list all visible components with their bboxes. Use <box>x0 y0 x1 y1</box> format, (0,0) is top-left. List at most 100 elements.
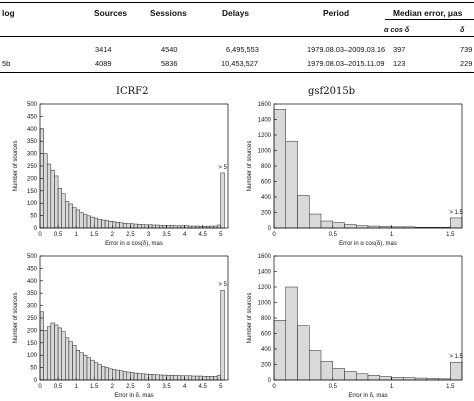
y-tick-label: 350 <box>27 139 38 145</box>
histogram-bar <box>43 330 48 381</box>
x-tick-label: 3.5 <box>162 384 171 390</box>
panel-title-gsf2015b: gsf2015b <box>308 86 356 97</box>
histogram-bar <box>130 372 135 381</box>
histogram-bar <box>115 222 120 229</box>
histogram-bar <box>209 376 214 381</box>
x-tick-label: 3.5 <box>162 232 171 238</box>
histogram-bar <box>191 375 196 381</box>
histogram-bar <box>144 224 149 229</box>
histogram-bar <box>83 354 88 381</box>
x-tick-label: 0 <box>272 232 276 238</box>
x-tick-label: 1.5 <box>446 232 455 238</box>
y-tick-label: 300 <box>27 152 38 158</box>
histogram-bar <box>79 352 84 381</box>
x-axis-label: Error in α cos(δ), mas <box>339 241 397 247</box>
histogram-icrf2-dec: > 5 0 50 100 150 200 250 300 350 400 450 500 0 0.5 1 1.… <box>13 254 229 399</box>
histogram-bar <box>140 224 146 229</box>
histogram-bar <box>216 224 222 229</box>
histogram-bar <box>206 376 211 381</box>
overflow-bar <box>220 289 225 381</box>
y-tick-label: 500 <box>27 102 38 108</box>
x-tick-label: 5 <box>219 384 223 390</box>
histogram-bar <box>43 153 48 229</box>
row-catalog: 5b <box>2 59 11 68</box>
header-period: Period <box>323 8 350 18</box>
panel-title-icrf2: ICRF2 <box>116 86 149 97</box>
histogram-bar <box>122 223 128 229</box>
histogram-bar <box>79 212 84 229</box>
table-bottom-rule <box>0 72 474 73</box>
y-tick-label: 400 <box>261 195 272 201</box>
y-tick-label: 1200 <box>258 133 272 139</box>
y-tick-label: 0 <box>268 378 272 384</box>
x-tick-label: 2 <box>111 384 115 390</box>
histogram-bar <box>297 325 310 381</box>
y-axis-label: Number of sources <box>13 141 19 192</box>
histogram-bar <box>332 222 345 229</box>
row-median-ra: 123 <box>393 59 406 68</box>
histogram-bar <box>50 322 55 381</box>
row-median-dec: 229 <box>460 59 473 68</box>
table-mid-rule <box>0 36 474 37</box>
histogram-bar <box>61 193 66 229</box>
row-sessions: 4540 <box>161 45 178 54</box>
histogram-bar <box>93 362 99 381</box>
y-tick-label: 450 <box>27 114 38 120</box>
histogram-bar <box>198 375 203 381</box>
y-tick-label: 1200 <box>258 285 272 291</box>
histogram-bar <box>187 375 193 381</box>
histogram-bar <box>137 224 142 229</box>
header-catalog: log <box>2 8 15 18</box>
table-top-rule <box>0 2 474 3</box>
histogram-bar <box>320 220 333 229</box>
histogram-bar <box>169 225 175 229</box>
histogram-gsf2015b-dec: > 1.5 0 200 400 600 800 1000 1200 1400 1600 0 0.5 1 1… <box>247 254 464 399</box>
y-tick-label: 200 <box>261 211 272 217</box>
histogram-bar <box>166 375 171 381</box>
histogram-bar <box>119 222 124 229</box>
histogram-bar <box>133 372 138 381</box>
subheader-ra: α cos δ <box>384 25 410 34</box>
x-tick-label: 4.5 <box>199 384 208 390</box>
overflow-annotation: > 5 <box>218 282 227 288</box>
y-tick-label: 1000 <box>258 301 272 307</box>
histogram-bar <box>72 207 77 229</box>
x-tick-label: 1 <box>74 384 78 390</box>
x-tick-label: 2.5 <box>126 232 135 238</box>
histogram-bar <box>159 225 164 229</box>
x-tick-label: 0.5 <box>329 384 338 390</box>
histogram-bar <box>97 364 102 381</box>
y-tick-label: 400 <box>27 279 38 285</box>
y-tick-label: 1000 <box>258 149 272 155</box>
histogram-bar <box>162 225 167 229</box>
y-tick-label: 200 <box>261 363 272 369</box>
histogram-bar <box>57 188 62 229</box>
histogram-bar <box>137 373 142 381</box>
histogram-bar <box>344 224 357 229</box>
overflow-annotation: > 5 <box>218 165 227 171</box>
histogram-bar <box>122 371 128 381</box>
histogram-bar <box>54 175 59 229</box>
histogram-bar <box>273 320 286 381</box>
y-tick-label: 800 <box>261 316 272 322</box>
row-sources: 3414 <box>95 45 112 54</box>
histogram-bar <box>115 369 120 381</box>
y-tick-label: 600 <box>261 332 272 338</box>
y-tick-label: 250 <box>27 316 38 322</box>
x-tick-label: 1.5 <box>446 384 455 390</box>
subheader-dec: δ <box>460 25 465 34</box>
histogram-bar <box>159 374 164 381</box>
histogram-bar <box>177 375 182 381</box>
histogram-bar <box>50 169 55 229</box>
histogram-bar <box>148 374 153 381</box>
histogram-bar <box>65 337 70 381</box>
y-tick-label: 0 <box>268 226 272 232</box>
histogram-bar <box>126 371 131 381</box>
histogram-bar <box>39 311 44 381</box>
histogram-bar <box>57 327 62 381</box>
histogram-bar <box>112 221 117 229</box>
y-tick-label: 50 <box>30 214 37 220</box>
y-tick-label: 150 <box>27 341 38 347</box>
x-tick-label: 1 <box>390 232 394 238</box>
y-tick-label: 1400 <box>258 270 272 276</box>
